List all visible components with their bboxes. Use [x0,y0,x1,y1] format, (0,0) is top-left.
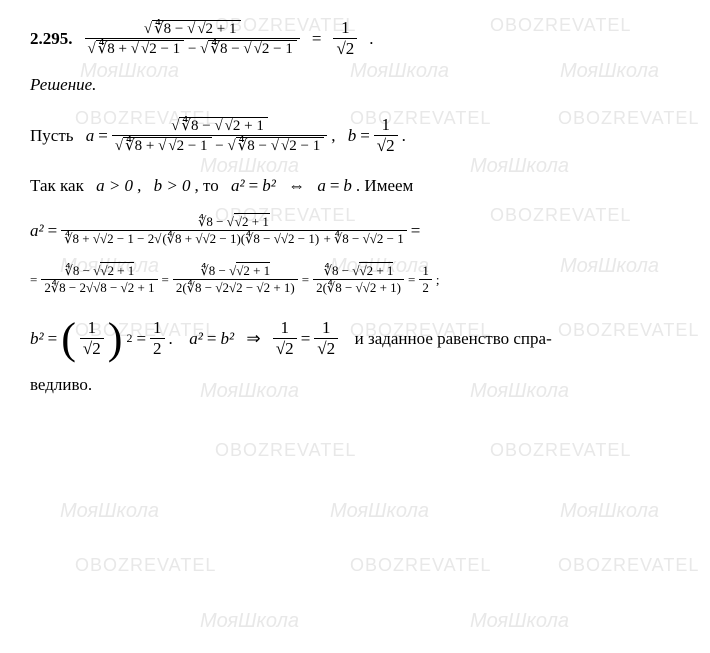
var-b: b [348,126,357,146]
final-text: и заданное равенство спра- [355,329,552,349]
let-definition: Пусть a = √∜8 − √√2 + 1 √∜8 + √√2 − 1 − … [30,115,680,156]
watermark: МояШкола [330,500,429,523]
solution-label: Решение. [30,75,680,95]
watermark: МояШкола [60,500,159,523]
a-squared-chain: = ∜8 − √√2 + 1 2∜8 − 2√√8 − √2 + 1 = ∜8 … [30,263,680,296]
watermark-oboz: OBOZREVATEL [215,440,356,461]
iff-text: . Имеем [356,176,413,196]
problem-statement: 2.295. √∜8 − √√2 + 1 √∜8 + √√2 − 1 − √∜8… [30,18,680,59]
equals: = [312,29,322,49]
cond-to: , то [195,176,219,196]
watermark: МояШкола [560,500,659,523]
let-word: Пусть [30,126,74,146]
watermark-oboz: OBOZREVATEL [350,555,491,576]
watermark-oboz: OBOZREVATEL [75,555,216,576]
watermark-oboz: OBOZREVATEL [558,555,699,576]
a-squared-step1: a² = ∜8 − √√2 + 1 ∜8 + √√2 − 1 − 2√(∜8 +… [30,214,680,247]
one: 1 [338,18,353,38]
since-line: Так как a > 0 , b > 0 , то a² = b² ⇔ a =… [30,176,680,196]
cond-a: a > 0 [96,176,133,196]
final-text-2: ведливо. [30,375,680,395]
period: . [369,29,373,49]
problem-number: 2.295. [30,29,73,49]
conclusion-line: b² = ( 1 √2 )2 = 1 2 . a² = b² ⇒ 1 √2 = … [30,318,680,359]
watermark: МояШкола [470,610,569,633]
var-a: a [86,126,95,146]
cond-b: b > 0 [154,176,191,196]
watermark: МояШкола [200,610,299,633]
watermark-oboz: OBOZREVATEL [490,440,631,461]
since: Так как [30,176,84,196]
sqrt2: √2 [333,39,357,59]
